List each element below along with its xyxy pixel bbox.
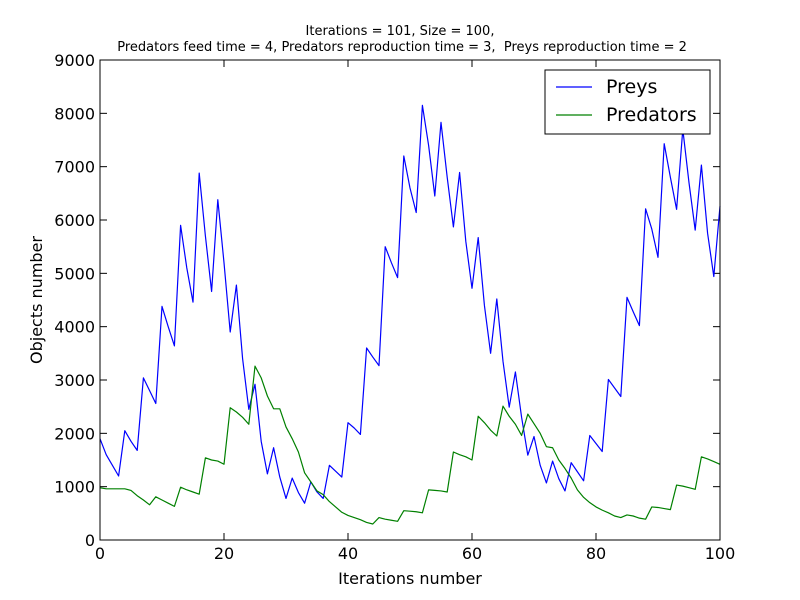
legend-label-predators: Predators xyxy=(606,104,697,126)
legend: Preys Predators xyxy=(544,69,711,135)
plot-frame xyxy=(99,59,721,541)
y-tick-label: 3000 xyxy=(54,371,95,390)
y-tick-label: 4000 xyxy=(54,318,95,337)
y-tick-label: 2000 xyxy=(54,424,95,443)
y-tick-label: 6000 xyxy=(54,211,95,230)
y-tick-label: 9000 xyxy=(54,51,95,70)
x-tick-label: 20 xyxy=(214,544,234,563)
chart-title-line-1: Iterations = 101, Size = 100, xyxy=(305,24,495,39)
x-tick-label: 100 xyxy=(705,544,736,563)
legend-frame xyxy=(544,69,711,135)
legend-label-preys: Preys xyxy=(606,76,657,98)
series-lines xyxy=(99,104,721,525)
y-axis-ticks: 0 1000 2000 3000 4000 5000 6000 7000 8000 9000 xyxy=(54,51,720,550)
x-axis-label: Iterations number xyxy=(338,569,482,588)
plot-area xyxy=(100,60,720,540)
y-axis-label: Objects number xyxy=(27,236,46,364)
y-tick-label: 0 xyxy=(85,531,95,550)
series-line-preys xyxy=(99,104,721,504)
y-tick-label: 8000 xyxy=(54,104,95,123)
x-tick-label: 0 xyxy=(95,544,105,563)
x-axis-ticks: 0 20 40 60 80 100 xyxy=(95,60,735,563)
series-line-predators xyxy=(99,365,721,525)
x-tick-label: 80 xyxy=(586,544,606,563)
x-tick-label: 40 xyxy=(338,544,358,563)
y-tick-label: 1000 xyxy=(54,478,95,497)
x-tick-label: 60 xyxy=(462,544,482,563)
y-tick-label: 7000 xyxy=(54,158,95,177)
chart-title-line-2: Predators feed time = 4, Predators repro… xyxy=(113,40,687,55)
y-tick-label: 5000 xyxy=(54,264,95,283)
